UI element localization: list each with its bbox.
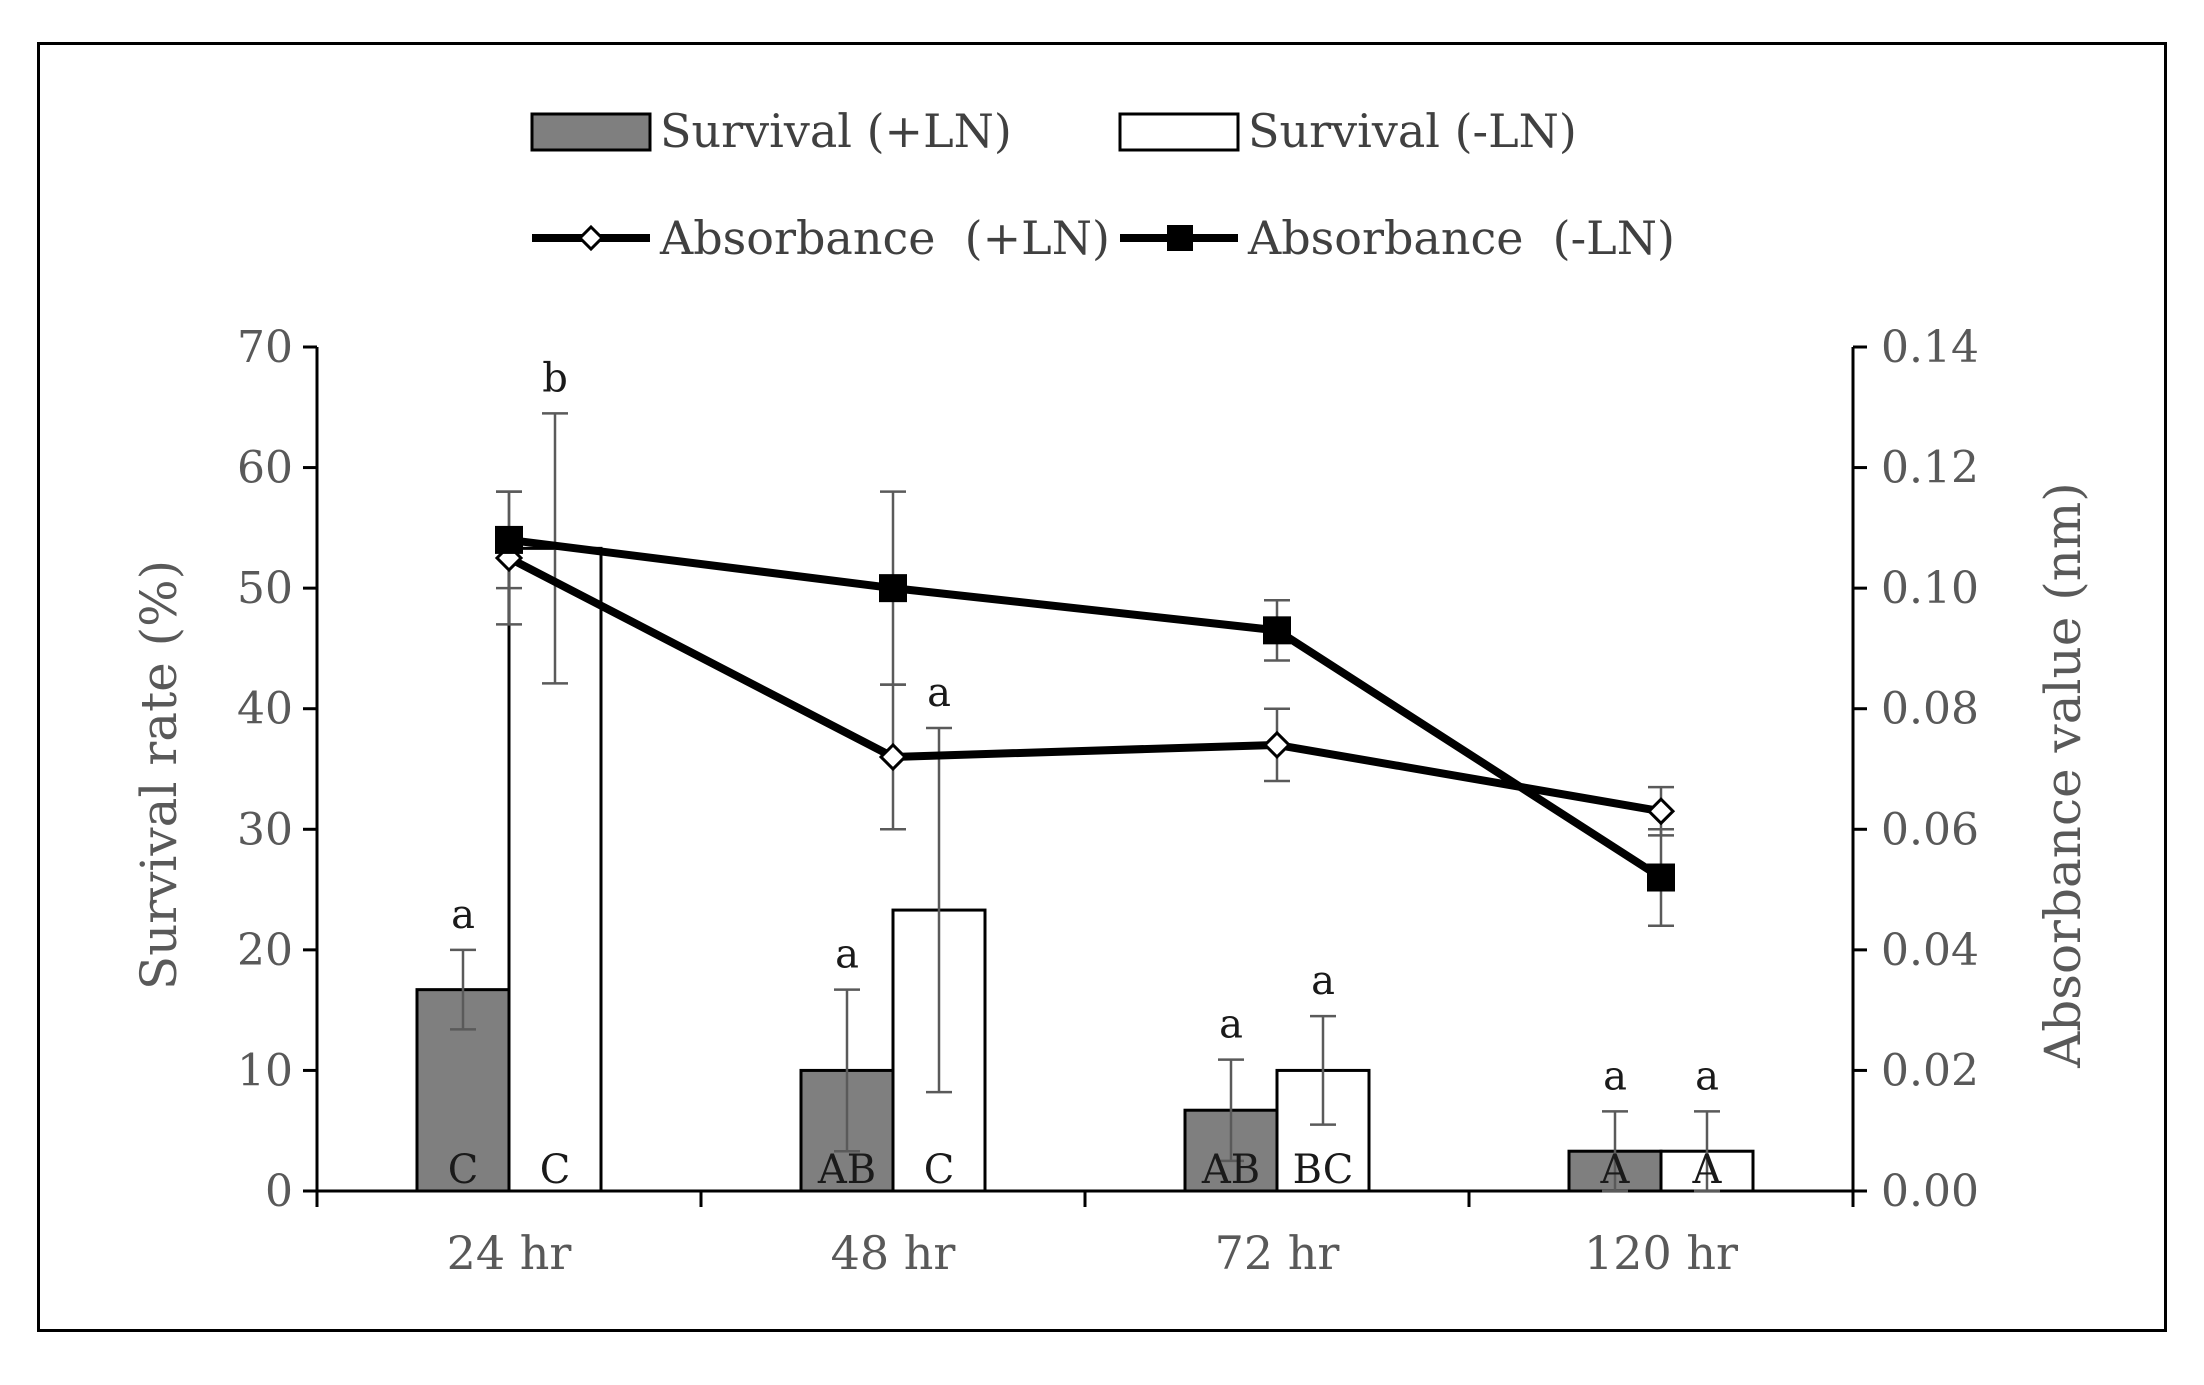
significance-letter: AB <box>1201 1147 1260 1193</box>
y-axis-right-label: Absorbance value (nm) <box>2034 482 2092 1069</box>
absorbance-line <box>508 535 1664 881</box>
marker-diamond <box>878 742 908 772</box>
significance-letter: a <box>835 932 859 978</box>
legend-swatch-survival-plus-ln <box>530 112 652 152</box>
y-left-tick-label: 10 <box>237 1045 293 1096</box>
legend-label-survival-plus-ln: Survival (+LN) <box>660 104 1012 158</box>
y-right-tick-label: 0.06 <box>1881 804 1979 855</box>
significance-letter: a <box>927 670 951 716</box>
y-left-tick-label: 20 <box>237 925 293 976</box>
marker-square <box>1647 863 1675 892</box>
plot-area: 0 10 20 30 40 50 60 70 0.00 0.02 0.04 0.06 0.08 0.10 0… <box>237 322 1979 1280</box>
y-right-tick-label: 0.02 <box>1881 1045 1979 1096</box>
y-right-tick-label: 0.00 <box>1881 1166 1979 1217</box>
significance-letter: a <box>451 892 475 938</box>
legend-marker-square <box>1167 225 1193 251</box>
significance-letter: AB <box>817 1147 876 1193</box>
y-left-tick-label: 40 <box>237 684 293 735</box>
significance-letter: BC <box>1293 1147 1354 1193</box>
x-tick-label: 72 hr <box>1215 1226 1340 1280</box>
marker-square <box>1263 616 1291 645</box>
significance-letter: b <box>542 355 568 401</box>
y-right-tick-label: 0.10 <box>1881 563 1979 614</box>
marker-square <box>495 525 523 554</box>
figure-frame <box>37 42 2167 1332</box>
significance-letter: C <box>924 1147 955 1193</box>
significance-letter: A <box>1600 1147 1631 1193</box>
marker-diamond <box>1262 730 1292 760</box>
y-axis-left-label: Survival rate (%) <box>130 560 188 990</box>
significance-letter: A <box>1692 1147 1723 1193</box>
legend: Survival (+LN) Survival (-LN) Absorbance… <box>530 104 1675 265</box>
significance-letter: a <box>1311 958 1335 1004</box>
significance-letter: a <box>1219 1002 1243 1048</box>
significance-letter: C <box>540 1147 571 1193</box>
legend-label-absorbance-plus-ln: Absorbance (+LN) <box>659 211 1110 265</box>
y-right-tick-label: 0.14 <box>1881 322 1979 373</box>
y-left-tick-label: 0 <box>265 1166 293 1217</box>
legend-label-survival-minus-ln: Survival (-LN) <box>1248 104 1577 158</box>
marker-diamond <box>1646 797 1676 826</box>
legend-label-absorbance-minus-ln: Absorbance (-LN) <box>1247 211 1675 265</box>
absorbance-line <box>507 554 1662 816</box>
y-left-tick-label: 30 <box>237 804 293 855</box>
y-right-tick-label: 0.12 <box>1881 443 1979 494</box>
significance-letter: C <box>448 1147 479 1193</box>
y-left-tick-label: 70 <box>237 322 293 373</box>
y-left-tick-label: 50 <box>237 563 293 614</box>
legend-swatch-survival-minus-ln <box>1118 112 1240 152</box>
significance-letter: a <box>1695 1053 1719 1099</box>
legend-marker-diamond <box>577 224 605 252</box>
x-tick-label: 24 hr <box>447 1226 572 1280</box>
y-right-tick-label: 0.04 <box>1881 925 1979 976</box>
y-right-tick-label: 0.08 <box>1881 684 1979 735</box>
y-left-tick-label: 60 <box>237 443 293 494</box>
x-tick-label: 120 hr <box>1584 1226 1738 1280</box>
x-tick-label: 48 hr <box>831 1226 956 1280</box>
marker-square <box>879 574 907 603</box>
significance-letter: a <box>1603 1053 1627 1099</box>
